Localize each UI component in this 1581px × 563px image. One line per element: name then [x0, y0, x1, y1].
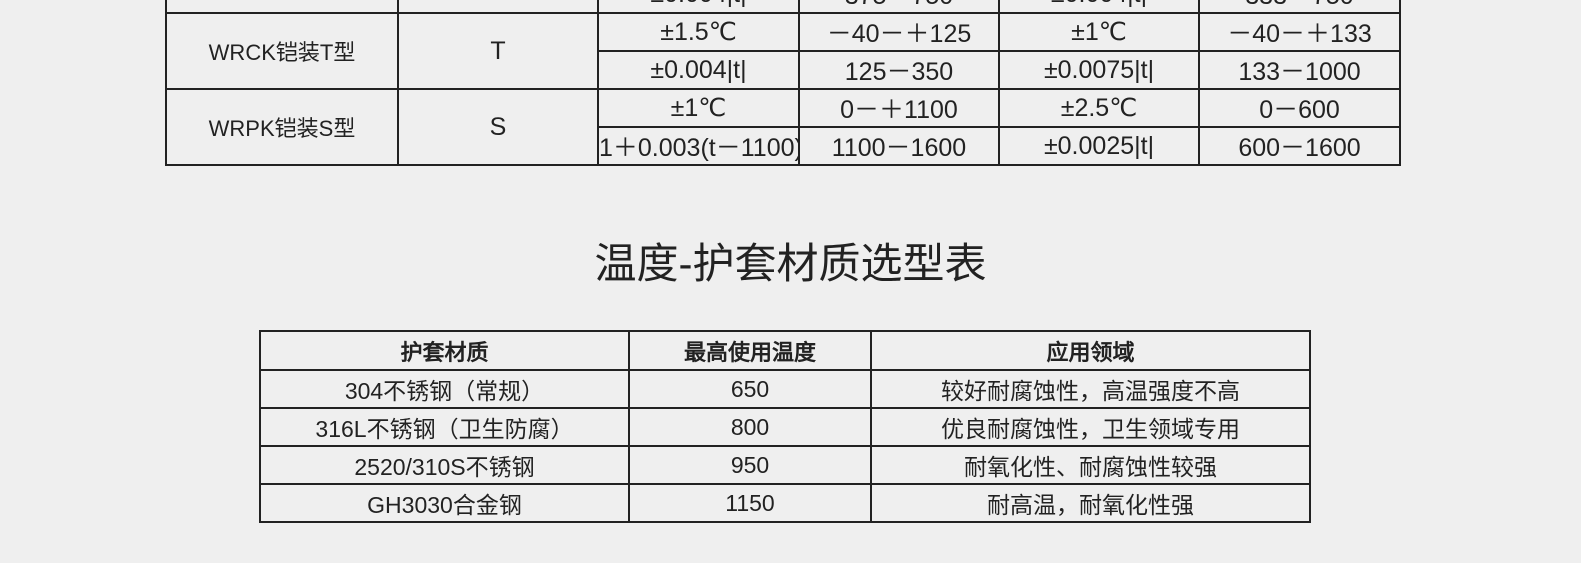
- range-cell: －40－＋125: [798, 12, 1000, 52]
- table-row: 1＋0.003(t－1100) 1100－1600 ±0.0025|t| 600…: [166, 126, 1401, 166]
- table-row: 316L不锈钢（卫生防腐） 800 优良耐腐蚀性，卫生领域专用: [259, 407, 1311, 447]
- model-cell: WRPK铠装S型: [165, 88, 399, 166]
- tolerance-cell: ±1.5℃: [597, 12, 800, 52]
- tolerance-cell: ±0.0075|t|: [998, 50, 1200, 90]
- material-cell: GH3030合金钢: [259, 483, 630, 523]
- range-cell: 375－750: [798, 0, 1000, 14]
- table-row: GH3030合金钢 1150 耐高温，耐氧化性强: [259, 483, 1311, 523]
- range-cell: 0－600: [1198, 88, 1401, 128]
- application-cell: 耐高温，耐氧化性强: [870, 483, 1311, 523]
- tolerance-cell: ±0.004|t|: [597, 50, 800, 90]
- code-cell: [397, 0, 599, 14]
- range-cell: 133－1000: [1198, 50, 1401, 90]
- max-temp-cell: 950: [628, 445, 872, 485]
- column-header: 最高使用温度: [628, 330, 872, 371]
- tolerance-cell: ±1℃: [597, 88, 800, 128]
- range-cell: 333－750: [1198, 0, 1401, 14]
- model-cell: [165, 0, 399, 14]
- column-header: 应用领域: [870, 330, 1311, 371]
- thermocouple-accuracy-table: ±0.004|t| 375－750 ±0.004|t| 333－750 WRCK…: [165, 0, 1401, 166]
- max-temp-cell: 1150: [628, 483, 872, 523]
- tolerance-cell: ±0.0025|t|: [998, 126, 1200, 166]
- table-row: 2520/310S不锈钢 950 耐氧化性、耐腐蚀性较强: [259, 445, 1311, 485]
- tolerance-cell: ±2.5℃: [998, 88, 1200, 128]
- table-row: ±0.004|t| 375－750 ±0.004|t| 333－750: [165, 0, 1401, 14]
- material-cell: 304不锈钢（常规）: [259, 369, 630, 409]
- column-header: 护套材质: [259, 330, 630, 371]
- tolerance-cell: ±1℃: [998, 12, 1200, 52]
- material-cell: 316L不锈钢（卫生防腐）: [259, 407, 630, 447]
- application-cell: 较好耐腐蚀性，高温强度不高: [870, 369, 1311, 409]
- max-temp-cell: 800: [628, 407, 872, 447]
- model-cell: WRCK铠装T型: [165, 12, 399, 90]
- code-cell: T: [397, 12, 599, 90]
- range-cell: 1100－1600: [798, 126, 1000, 166]
- material-cell: 2520/310S不锈钢: [259, 445, 630, 485]
- max-temp-cell: 650: [628, 369, 872, 409]
- application-cell: 耐氧化性、耐腐蚀性较强: [870, 445, 1311, 485]
- range-cell: －40－＋133: [1198, 12, 1401, 52]
- application-cell: 优良耐腐蚀性，卫生领域专用: [870, 407, 1311, 447]
- table-row: WRPK铠装S型 S ±1℃ 0－＋1100 ±2.5℃ 0－600: [165, 88, 1401, 166]
- table-row: 304不锈钢（常规） 650 较好耐腐蚀性，高温强度不高: [259, 369, 1311, 409]
- section-title: 温度-护套材质选型表: [594, 240, 987, 287]
- range-cell: 600－1600: [1198, 126, 1401, 166]
- table-header-row: 护套材质 最高使用温度 应用领域: [259, 330, 1311, 371]
- table-row: ±0.004|t| 125－350 ±0.0075|t| 133－1000: [166, 50, 1401, 90]
- code-cell: S: [397, 88, 599, 166]
- sheath-material-table: 护套材质 最高使用温度 应用领域 304不锈钢（常规） 650 较好耐腐蚀性，高…: [259, 330, 1311, 523]
- range-cell: 125－350: [798, 50, 1000, 90]
- tolerance-cell: ±0.004|t|: [998, 0, 1200, 14]
- table-row: WRCK铠装T型 T ±1.5℃ －40－＋125 ±1℃ －40－＋133: [165, 12, 1401, 90]
- range-cell: 0－＋1100: [798, 88, 1000, 128]
- tolerance-cell: 1＋0.003(t－1100): [597, 126, 800, 166]
- tolerance-cell: ±0.004|t|: [597, 0, 800, 14]
